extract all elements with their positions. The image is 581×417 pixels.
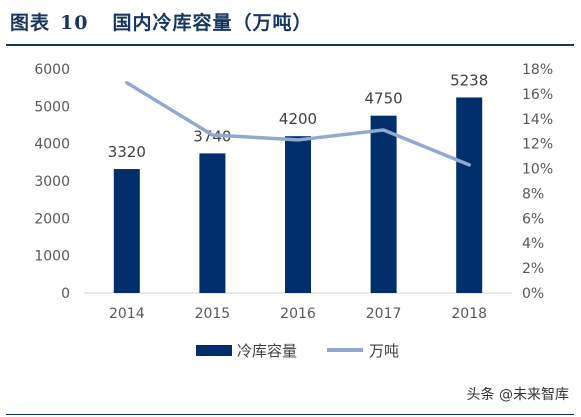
- watermark: 头条 @未来智库: [466, 387, 569, 403]
- y-right-tick-label: 0%: [522, 286, 544, 302]
- figure-number: 10: [60, 12, 89, 34]
- y-right-tick-label: 8%: [522, 186, 544, 202]
- line-point: [297, 139, 299, 141]
- bar-data-label: 4750: [365, 90, 403, 108]
- title-rule: [6, 44, 574, 46]
- bar: [456, 97, 483, 293]
- figure-label: 图表: [10, 12, 51, 34]
- y-right-tick-label: 4%: [522, 236, 544, 252]
- y-left-tick-label: 4000: [34, 137, 70, 153]
- line-point: [383, 129, 385, 131]
- bar: [285, 136, 311, 293]
- legend-label-line: 万吨: [369, 342, 399, 360]
- y-right-tick-label: 16%: [522, 87, 553, 103]
- bottom-rule: [6, 414, 574, 415]
- bar: [370, 115, 397, 294]
- bar-data-label: 4200: [279, 110, 317, 128]
- line-point: [211, 134, 213, 136]
- bar-data-label: 3320: [108, 143, 146, 161]
- x-tick-label: 2018: [451, 306, 487, 322]
- y-left-tick-label: 6000: [34, 62, 70, 78]
- y-left-tick-label: 5000: [34, 99, 70, 115]
- x-tick-label: 2014: [109, 306, 145, 322]
- y-left-tick-label: 0: [61, 286, 70, 302]
- x-tick-label: 2017: [366, 306, 402, 322]
- line-point: [468, 164, 470, 166]
- legend-swatch-bar: [196, 345, 232, 356]
- y-right-tick-label: 18%: [522, 62, 553, 78]
- figure-caption: 国内冷库容量（万吨）: [112, 12, 313, 34]
- y-right-tick-label: 14%: [522, 112, 553, 128]
- y-right-tick-label: 2%: [522, 261, 544, 277]
- x-tick-label: 2016: [280, 306, 316, 322]
- y-right-tick-label: 12%: [522, 137, 553, 153]
- y-left-tick-label: 3000: [34, 174, 70, 190]
- y-right-tick-label: 6%: [522, 211, 544, 227]
- bar: [199, 153, 226, 293]
- figure-title: 图表 10 国内冷库容量（万吨）: [10, 9, 312, 37]
- y-right-tick-label: 10%: [522, 162, 553, 178]
- bar: [113, 169, 140, 293]
- y-left-tick-label: 2000: [34, 211, 70, 227]
- y-left-tick-label: 1000: [34, 249, 70, 265]
- legend-label-bar: 冷库容量: [237, 342, 297, 360]
- bar-data-label: 5238: [450, 71, 488, 89]
- x-tick-label: 2015: [195, 306, 231, 322]
- line-point: [126, 82, 128, 84]
